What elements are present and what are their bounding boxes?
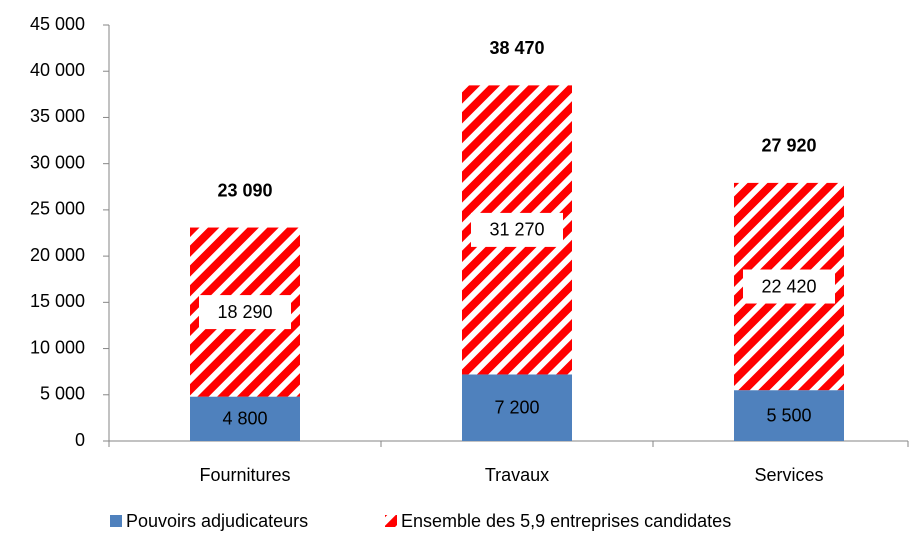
y-tick-label: 15 000	[30, 291, 85, 311]
bar-segment	[190, 396, 300, 441]
legend-label: Pouvoirs adjudicateurs	[126, 511, 308, 531]
total-label: 38 470	[489, 38, 544, 58]
x-tick-label: Travaux	[485, 465, 549, 485]
value-label: 31 270	[489, 220, 544, 240]
value-label: 18 290	[217, 302, 272, 322]
y-tick-label: 25 000	[30, 199, 85, 219]
y-tick-label: 0	[75, 430, 85, 450]
y-tick-label: 30 000	[30, 152, 85, 172]
legend-label: Ensemble des 5,9 entreprises candidates	[401, 511, 731, 531]
total-label: 23 090	[217, 180, 272, 200]
x-tick-label: Services	[754, 465, 823, 485]
bar-segment	[462, 374, 572, 441]
total-label: 27 920	[761, 136, 816, 156]
value-label: 4 800	[222, 409, 267, 429]
y-tick-label: 40 000	[30, 60, 85, 80]
value-label: 22 420	[761, 276, 816, 296]
bar-segment	[734, 390, 844, 441]
y-tick-label: 10 000	[30, 337, 85, 357]
x-tick-label: Fournitures	[199, 465, 290, 485]
legend-swatch	[385, 515, 397, 527]
y-tick-label: 20 000	[30, 245, 85, 265]
y-tick-label: 45 000	[30, 14, 85, 34]
value-label-box	[743, 269, 835, 304]
y-tick-label: 5 000	[40, 384, 85, 404]
legend-swatch	[110, 515, 122, 527]
y-tick-label: 35 000	[30, 106, 85, 126]
value-label: 5 500	[766, 405, 811, 425]
value-label-box	[199, 295, 291, 330]
value-label-box	[471, 212, 563, 247]
value-label: 7 200	[494, 397, 539, 417]
